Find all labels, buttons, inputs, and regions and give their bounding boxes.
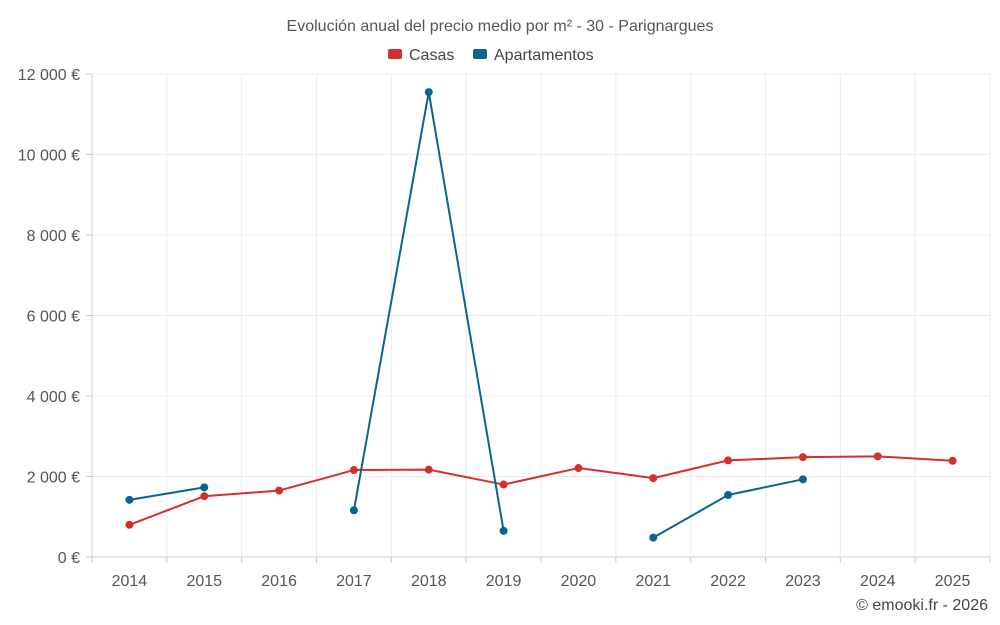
x-axis-ticks: 2014 2015 2016 2017 2018 2019 2020 2021 2022 2023… xyxy=(112,573,971,590)
point-casas-2021 xyxy=(649,474,658,483)
y-tick-label: 6 000 € xyxy=(27,309,80,326)
x-tick-label: 2019 xyxy=(486,573,522,590)
x-tick-label: 2021 xyxy=(635,573,671,590)
y-tick-label: 4 000 € xyxy=(27,389,80,406)
series-line-apartamentos xyxy=(652,478,804,539)
point-casas-2023 xyxy=(798,453,807,462)
x-tick-label: 2018 xyxy=(411,573,447,590)
series-points xyxy=(125,88,957,542)
point-apartamentos-2019 xyxy=(499,526,508,535)
y-tick-label: 2 000 € xyxy=(27,470,80,487)
y-tick-label: 8 000 € xyxy=(27,228,80,245)
x-tick-label: 2023 xyxy=(785,573,821,590)
point-apartamentos-2018 xyxy=(424,88,433,97)
point-casas-2015 xyxy=(200,492,209,501)
point-casas-2017 xyxy=(349,466,358,475)
point-casas-2025 xyxy=(948,456,957,465)
legend-label-apartamentos: Apartamentos xyxy=(494,47,594,64)
series-line-apartamentos xyxy=(352,91,505,532)
x-tick-label: 2017 xyxy=(336,573,372,590)
point-casas-2020 xyxy=(574,464,583,473)
point-apartamentos-2022 xyxy=(724,491,733,500)
legend-label-casas: Casas xyxy=(409,47,454,64)
grid xyxy=(86,73,991,563)
point-apartamentos-2023 xyxy=(798,475,807,484)
point-casas-2019 xyxy=(499,480,508,489)
point-casas-2022 xyxy=(724,456,733,465)
x-tick-label: 2024 xyxy=(860,573,896,590)
legend: Casas Apartamentos xyxy=(388,47,594,64)
point-apartamentos-2021 xyxy=(649,533,658,542)
x-tick-label: 2025 xyxy=(935,573,971,590)
point-casas-2016 xyxy=(275,486,284,495)
y-axis-ticks: 0 € 2 000 € 4 000 € 6 000 € 8 000 € 10 000 € 1… xyxy=(18,67,80,567)
point-apartamentos-2017 xyxy=(349,506,358,515)
point-casas-2014 xyxy=(125,520,134,529)
series-line-apartamentos xyxy=(129,486,205,501)
x-tick-label: 2016 xyxy=(261,573,297,590)
point-apartamentos-2014 xyxy=(125,495,134,504)
series-line-casas xyxy=(129,455,953,526)
y-tick-label: 12 000 € xyxy=(18,67,80,84)
y-tick-label: 10 000 € xyxy=(18,148,80,165)
point-casas-2024 xyxy=(873,452,882,461)
legend-swatch-casas xyxy=(388,49,402,59)
y-tick-label: 0 € xyxy=(58,550,80,567)
legend-swatch-apartamentos xyxy=(473,49,487,59)
x-tick-label: 2022 xyxy=(710,573,746,590)
credit-text: © emooki.fr - 2026 xyxy=(856,597,988,614)
x-tick-label: 2014 xyxy=(112,573,148,590)
point-apartamentos-2015 xyxy=(200,483,209,492)
x-tick-label: 2015 xyxy=(186,573,222,590)
chart-title: Evolución anual del precio medio por m² … xyxy=(287,18,714,35)
x-tick-label: 2020 xyxy=(561,573,597,590)
point-casas-2018 xyxy=(424,465,433,474)
